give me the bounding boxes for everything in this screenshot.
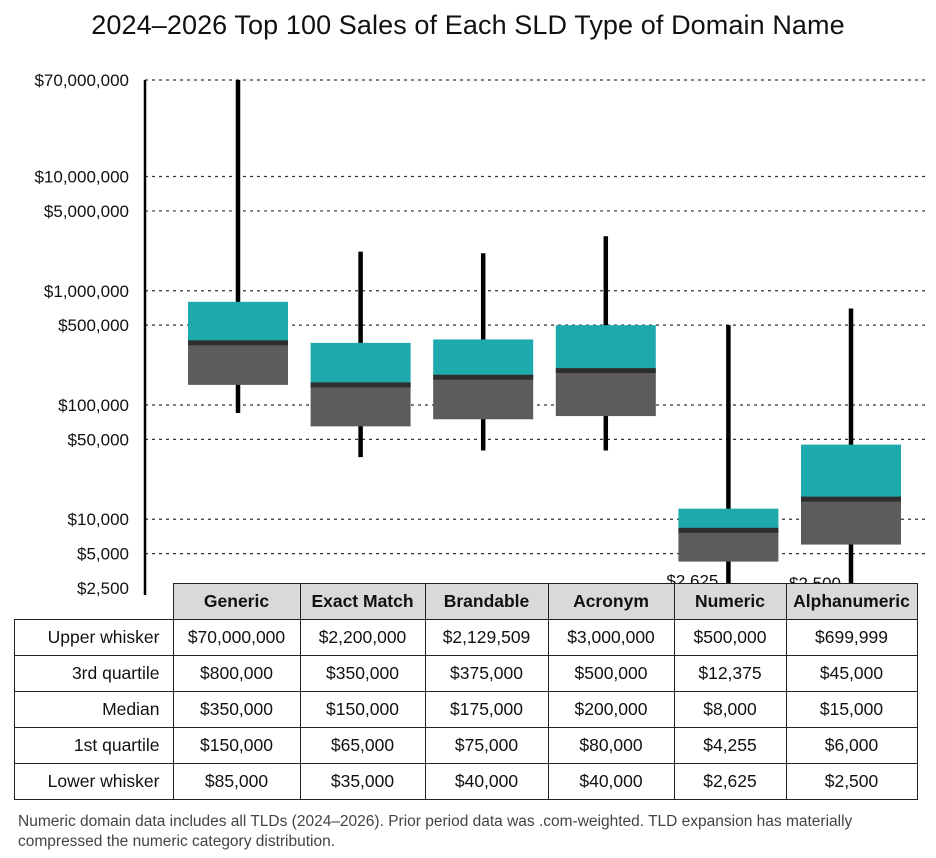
table-row: 1st quartile $150,000 $65,000 $75,000 $80,00… xyxy=(14,727,918,764)
column-header: Generic xyxy=(172,583,301,620)
table-cell: $200,000 xyxy=(547,691,675,728)
box-plot: $2,500 $5,000 $10,000 $50,000 $100,000 $500,0… xyxy=(34,71,928,598)
y-tick-label: $2,500 xyxy=(77,579,129,598)
table-cell: $2,500 xyxy=(785,763,918,800)
median-line xyxy=(188,340,288,346)
table-cell: $3,000,000 xyxy=(547,619,675,656)
upper-box xyxy=(188,301,288,343)
table-cell: $500,000 xyxy=(547,655,675,692)
y-tick-label: $10,000 xyxy=(68,510,129,529)
median-line xyxy=(678,527,779,533)
lower-box xyxy=(188,342,288,385)
table-cell: $4,255 xyxy=(673,727,787,764)
y-axis-tick-labels: $2,500 $5,000 $10,000 $50,000 $100,000 $500,0… xyxy=(34,71,129,598)
table-cell: $80,000 xyxy=(547,727,675,764)
table-cell: $40,000 xyxy=(547,763,675,800)
row-label: 1st quartile xyxy=(14,727,174,764)
table-cell: $75,000 xyxy=(424,727,549,764)
table-cell: $2,200,000 xyxy=(299,619,426,656)
median-line xyxy=(555,368,656,374)
upper-box xyxy=(310,342,411,385)
y-tick-label: $500,000 xyxy=(58,316,129,335)
table-cell: $375,000 xyxy=(424,655,549,692)
upper-box xyxy=(555,325,656,371)
upper-box xyxy=(433,339,534,378)
grid-lines xyxy=(145,79,928,555)
column-header: Alphanumeric xyxy=(785,583,918,620)
boxes xyxy=(188,80,901,588)
box-acronym xyxy=(555,236,656,451)
chart-title: 2024–2026 Top 100 Sales of Each SLD Type… xyxy=(91,10,845,40)
y-tick-label: $5,000 xyxy=(77,545,129,564)
table-cell: $150,000 xyxy=(299,691,426,728)
lower-box xyxy=(678,530,779,562)
table-cell: $150,000 xyxy=(172,727,301,764)
table-cell: $2,129,509 xyxy=(424,619,549,656)
table-cell: $500,000 xyxy=(673,619,787,656)
lower-box xyxy=(433,377,534,420)
row-label: Upper whisker xyxy=(14,619,174,656)
column-header: Acronym xyxy=(547,583,675,620)
table-corner xyxy=(15,584,174,620)
median-line xyxy=(433,374,534,380)
table-cell: $350,000 xyxy=(299,655,426,692)
upper-box xyxy=(801,444,901,500)
box-brandable xyxy=(433,253,534,451)
table-cell: $175,000 xyxy=(424,691,549,728)
table-cell: $85,000 xyxy=(172,763,301,800)
upper-box xyxy=(678,508,779,531)
y-tick-label: $100,000 xyxy=(58,396,129,415)
box-numeric xyxy=(678,325,779,586)
table-row: 3rd quartile $800,000 $350,000 $375,000 $500… xyxy=(14,655,918,692)
lower-box xyxy=(801,499,901,545)
table-cell: $40,000 xyxy=(424,763,549,800)
box-alphanumeric xyxy=(801,308,901,588)
y-tick-label: $5,000,000 xyxy=(44,202,129,221)
column-header: Numeric xyxy=(673,583,787,620)
table-cell: $35,000 xyxy=(299,763,426,800)
y-tick-label: $70,000,000 xyxy=(34,71,129,90)
summary-table: Generic Exact Match Brandable Acronym Nu… xyxy=(14,583,918,800)
column-header: Exact Match xyxy=(299,583,426,620)
box-exact-match xyxy=(310,251,411,458)
y-tick-label: $50,000 xyxy=(68,430,129,449)
column-header: Brandable xyxy=(424,583,549,620)
table-cell: $45,000 xyxy=(785,655,918,692)
table-cell: $12,375 xyxy=(673,655,787,692)
median-line xyxy=(310,382,411,388)
y-tick-label: $10,000,000 xyxy=(34,168,129,187)
lower-box xyxy=(555,370,656,417)
median-line xyxy=(801,496,901,502)
table-cell: $2,625 xyxy=(673,763,787,800)
row-label: Median xyxy=(14,691,174,728)
table-row: Lower whisker $85,000 $35,000 $40,000 $40,00… xyxy=(14,763,918,800)
table-header-row: Generic Exact Match Brandable Acronym Nu… xyxy=(15,583,918,620)
box-generic xyxy=(188,80,288,414)
table-cell: $699,999 xyxy=(785,619,918,656)
y-tick-label: $1,000,000 xyxy=(44,282,129,301)
table-cell: $800,000 xyxy=(172,655,301,692)
row-label: Lower whisker xyxy=(14,763,174,800)
table-row: Upper whisker $70,000,000 $2,200,000 $2,129… xyxy=(14,619,918,656)
lower-box xyxy=(310,384,411,427)
table-cell: $350,000 xyxy=(172,691,301,728)
table-cell: $65,000 xyxy=(299,727,426,764)
table-cell: $6,000 xyxy=(785,727,918,764)
footnote: Numeric domain data includes all TLDs (2… xyxy=(18,813,853,850)
table-cell: $70,000,000 xyxy=(172,619,301,656)
table-row: Median $350,000 $150,000 $175,000 $200,000 $8… xyxy=(14,691,918,728)
table-cell: $15,000 xyxy=(785,691,918,728)
row-label: 3rd quartile xyxy=(14,655,174,692)
table-cell: $8,000 xyxy=(673,691,787,728)
